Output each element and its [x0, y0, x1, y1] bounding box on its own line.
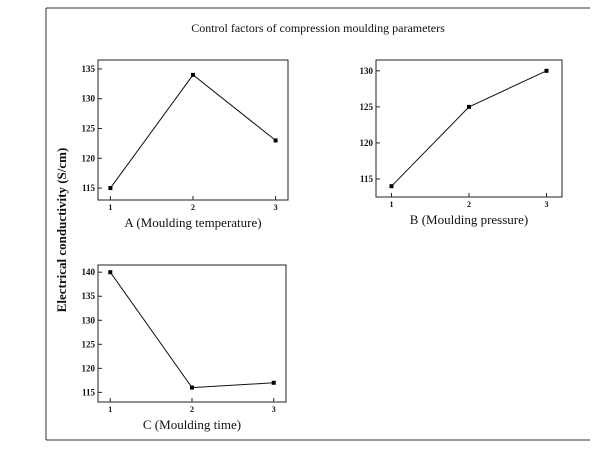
- plot-area-c: [97, 264, 287, 403]
- plot-area-b: [375, 59, 563, 198]
- x-axis-label-b: B (Moulding pressure): [410, 212, 528, 227]
- panel-b: 115 120 125 130 1 2 3 B (Moulding pressure): [360, 59, 563, 227]
- x-tick-label: 3: [545, 200, 549, 209]
- y-tick-label: 125: [82, 124, 96, 134]
- y-tick-label: 120: [82, 363, 96, 373]
- y-tick-label: 135: [82, 291, 96, 301]
- x-tick-label: 1: [390, 200, 394, 209]
- data-point-b-2: [467, 104, 471, 109]
- x-tick-label: 3: [274, 203, 278, 212]
- data-point-b-3: [544, 68, 549, 73]
- shared-y-axis-label: Electrical conductivity (S/cm): [54, 148, 69, 313]
- data-point-a-2: [191, 72, 195, 77]
- data-point-a-1: [108, 186, 113, 191]
- data-point-c-1: [108, 270, 113, 275]
- x-tick-label: 2: [191, 203, 195, 212]
- x-axis-label-c: C (Moulding time): [143, 417, 241, 432]
- panel-a: 115 120 125 130 135 1 2 3 A (Moulding temperatur…: [82, 59, 289, 230]
- y-tick-label: 125: [82, 339, 96, 349]
- y-tick-label: 125: [360, 102, 374, 112]
- y-tick-label: 120: [82, 153, 96, 163]
- y-tick-label: 130: [360, 66, 374, 76]
- x-tick-label: 2: [190, 405, 194, 414]
- y-tick-label: 130: [82, 94, 96, 104]
- y-tick-label: 135: [82, 64, 96, 74]
- figure-title: Control factors of compression moulding …: [191, 21, 445, 35]
- x-tick-label: 1: [108, 405, 112, 414]
- data-point-c-2: [190, 385, 194, 390]
- x-tick-label: 3: [272, 405, 276, 414]
- y-tick-label: 115: [82, 387, 96, 397]
- data-point-a-3: [273, 138, 278, 143]
- x-tick-label: 2: [467, 200, 471, 209]
- chart-panels: 115 120 125 130 135 1 2 3 A (Moulding temperatur…: [82, 59, 563, 432]
- x-axis-label-a: A (Moulding temperature): [124, 215, 261, 230]
- y-tick-label: 130: [82, 315, 96, 325]
- y-tick-label: 120: [360, 138, 374, 148]
- y-tick-label: 140: [82, 267, 96, 277]
- data-point-c-3: [271, 380, 276, 385]
- x-tick-label: 1: [108, 203, 112, 212]
- y-tick-label: 115: [82, 183, 96, 193]
- data-point-b-1: [389, 184, 394, 189]
- panel-c: 115 120 125 130 135 140 1 2 3 C (Moulding time): [82, 264, 287, 432]
- plot-area-a: [97, 59, 289, 201]
- y-tick-label: 115: [360, 174, 374, 184]
